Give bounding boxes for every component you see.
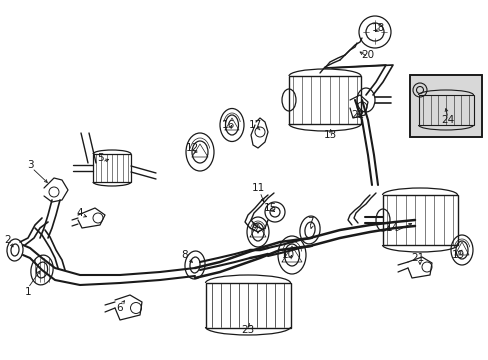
Text: 12: 12: [185, 143, 198, 153]
Text: 5: 5: [97, 153, 103, 163]
Text: 9: 9: [251, 223, 258, 233]
Text: 6: 6: [117, 303, 123, 313]
Text: 18: 18: [370, 23, 384, 33]
Text: 4: 4: [77, 208, 83, 218]
Text: 17: 17: [248, 120, 261, 130]
Bar: [409, 75, 481, 137]
Text: 23: 23: [241, 325, 254, 335]
Text: 3: 3: [27, 160, 33, 170]
Bar: [382, 195, 457, 245]
Text: 7: 7: [306, 217, 313, 227]
Text: 21: 21: [410, 253, 424, 263]
Bar: [409, 75, 481, 137]
Bar: [205, 283, 290, 328]
Bar: [410, 76, 480, 136]
Bar: [418, 95, 473, 125]
Text: 11: 11: [251, 183, 264, 193]
Text: 8: 8: [182, 250, 188, 260]
Text: 10: 10: [281, 250, 294, 260]
Bar: [288, 76, 360, 124]
Text: 13: 13: [323, 130, 336, 140]
Text: 20: 20: [361, 50, 374, 60]
Text: 24: 24: [441, 115, 454, 125]
Text: 2: 2: [5, 235, 11, 245]
Text: 19: 19: [450, 250, 464, 260]
Bar: [93, 154, 131, 182]
Text: 1: 1: [24, 287, 31, 297]
Text: 22: 22: [351, 110, 364, 120]
Text: 16: 16: [221, 120, 234, 130]
Text: 15: 15: [263, 203, 276, 213]
Text: 14: 14: [385, 223, 398, 233]
